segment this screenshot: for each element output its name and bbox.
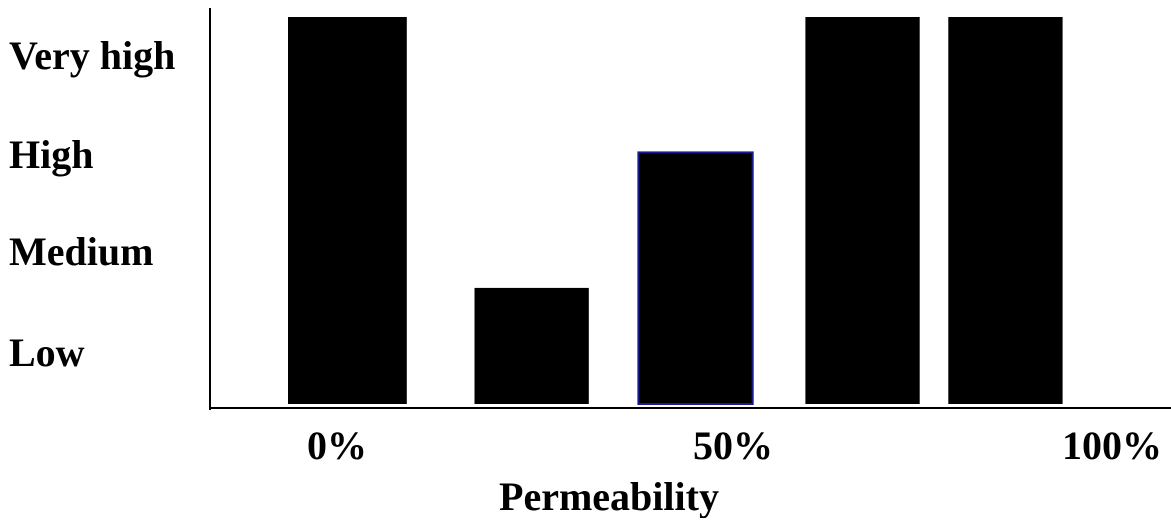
y-level-label-low: Low [9, 330, 85, 375]
bar-1 [288, 17, 407, 404]
x-axis-title: Permeability [499, 474, 719, 518]
x-axis-tick-labels: 0% 50% 100% [307, 423, 1162, 468]
x-tick-label-50: 50% [693, 423, 773, 468]
bar-2 [474, 287, 589, 404]
x-tick-label-100: 100% [1062, 423, 1162, 468]
y-level-label-medium: Medium [9, 229, 153, 274]
y-level-label-high: High [9, 132, 93, 177]
bar-5 [948, 17, 1063, 404]
bars [288, 17, 1063, 405]
bar-3 [637, 151, 754, 405]
x-tick-label-0: 0% [307, 423, 367, 468]
bar-4 [805, 17, 920, 404]
y-axis-labels: Low Medium High Very high [9, 33, 175, 375]
y-level-label-very-high: Very high [9, 33, 175, 78]
